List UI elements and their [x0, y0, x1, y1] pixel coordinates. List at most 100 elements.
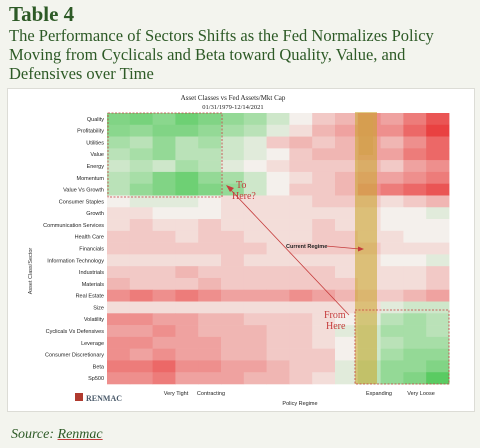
heatmap-cell — [221, 266, 245, 279]
heatmap-cell — [129, 219, 153, 232]
heatmap-cell — [266, 325, 290, 338]
heatmap-cell — [221, 183, 245, 196]
heatmap-cell — [221, 148, 245, 161]
heatmap-cell — [403, 171, 427, 184]
heatmap-cell — [221, 207, 245, 220]
heatmap-cell — [335, 136, 359, 149]
heatmap-cell — [243, 360, 267, 373]
heatmap-cell — [152, 325, 176, 338]
heatmap-cell — [403, 325, 427, 338]
heatmap-cell — [129, 325, 153, 338]
heatmap-cell — [221, 160, 245, 173]
heatmap-cell — [107, 183, 131, 196]
heatmap-cell — [129, 171, 153, 184]
headline-line-1: The Performance of Sectors Shifts as the… — [9, 26, 434, 45]
heatmap-cell — [335, 207, 359, 220]
heatmap-cell — [243, 266, 267, 279]
heatmap-cell — [175, 242, 199, 255]
heatmap-chart: Asset Classes vs Fed Assets/Mkt Cap 01/3… — [28, 94, 450, 407]
heatmap-cell — [152, 195, 176, 208]
heatmap-cell — [152, 219, 176, 232]
heatmap-cell — [289, 266, 313, 279]
heatmap-cell — [198, 183, 222, 196]
heatmap-cell — [152, 207, 176, 220]
y-label-profitability: Profitability — [77, 129, 104, 135]
heatmap-cell — [403, 348, 427, 361]
heatmap-cell — [221, 219, 245, 232]
heatmap-cell — [152, 113, 176, 126]
current-regime-pointer — [325, 245, 361, 250]
heatmap-cell — [289, 136, 313, 149]
heatmap-cell — [335, 254, 359, 267]
heatmap-cell — [243, 171, 267, 184]
heatmap-cell — [243, 277, 267, 291]
heatmap-cell — [380, 148, 404, 161]
y-label-cyclicals-vs-defensives: Cyclicals Vs Defensives — [46, 329, 105, 335]
heatmap-cell — [175, 277, 199, 291]
heatmap-cell — [380, 207, 404, 220]
heatmap-cell — [107, 219, 131, 232]
heatmap-cell — [289, 254, 313, 267]
heatmap-cell — [403, 360, 427, 373]
heatmap-cell — [243, 183, 267, 196]
heatmap-cell — [289, 348, 313, 361]
heatmap-cell — [403, 266, 427, 279]
heatmap-cell — [426, 301, 450, 314]
current-regime-pointer-head — [358, 246, 364, 252]
heatmap-cell — [152, 171, 176, 184]
heatmap-cell — [152, 254, 176, 267]
heatmap-cell — [289, 148, 313, 161]
heatmap-cell — [129, 313, 153, 326]
heatmap-cell — [107, 171, 131, 184]
chart-headline: The Performance of Sectors Shifts as the… — [9, 26, 475, 83]
heatmap-cell — [289, 277, 313, 291]
heatmap-cell — [175, 124, 199, 137]
heatmap-cell — [221, 325, 245, 338]
heatmap-cell — [403, 230, 427, 243]
heatmap-cell — [221, 254, 245, 267]
y-label-size: Size — [93, 305, 104, 311]
heatmap-cell — [426, 242, 450, 255]
heatmap-cell — [243, 325, 267, 338]
renmac-logo: RENMAC — [75, 393, 122, 403]
heatmap-cell — [107, 207, 131, 220]
y-label-volatility: Volatility — [84, 317, 104, 323]
heatmap-cell — [426, 266, 450, 279]
heatmap-cell — [152, 360, 176, 373]
heatmap-cell — [426, 195, 450, 208]
heatmap-cell — [426, 113, 450, 126]
heatmap-cell — [152, 266, 176, 279]
y-axis-labels: Quality Profitability Utilities Value Energy… — [43, 117, 105, 382]
heatmap-cell — [175, 207, 199, 220]
to-here-label: To Here? — [232, 180, 256, 202]
from-here-label: From Here — [324, 310, 348, 332]
heatmap-cell — [107, 254, 131, 267]
heatmap-cell — [198, 230, 222, 243]
heatmap-cell — [335, 113, 359, 126]
heatmap-cell — [380, 183, 404, 196]
heatmap-cell — [380, 195, 404, 208]
heatmap-cell — [380, 360, 404, 373]
heatmap-cell — [198, 242, 222, 255]
heatmap-cell — [426, 277, 450, 291]
heatmap-cell — [221, 136, 245, 149]
heatmap-cell — [312, 219, 336, 232]
heatmap-cell — [403, 183, 427, 196]
heatmap-cell — [175, 360, 199, 373]
heatmap-cell — [243, 289, 267, 302]
heatmap-cell — [243, 148, 267, 161]
heatmap-cell — [129, 148, 153, 161]
heatmap-cell — [380, 301, 404, 314]
heatmap-cell — [380, 254, 404, 267]
heatmap-cell — [335, 219, 359, 232]
heatmap-cell — [380, 336, 404, 349]
y-label-consumer-discretionary: Consumer Discretionary — [45, 353, 104, 359]
heatmap-cell — [198, 348, 222, 361]
heatmap-cell — [266, 360, 290, 373]
heatmap-cell — [403, 113, 427, 126]
heatmap-cell — [380, 124, 404, 137]
heatmap-cell — [152, 183, 176, 196]
heatmap-cell — [289, 289, 313, 302]
heatmap-cell — [198, 301, 222, 314]
regime-shift-arrow — [228, 187, 350, 316]
